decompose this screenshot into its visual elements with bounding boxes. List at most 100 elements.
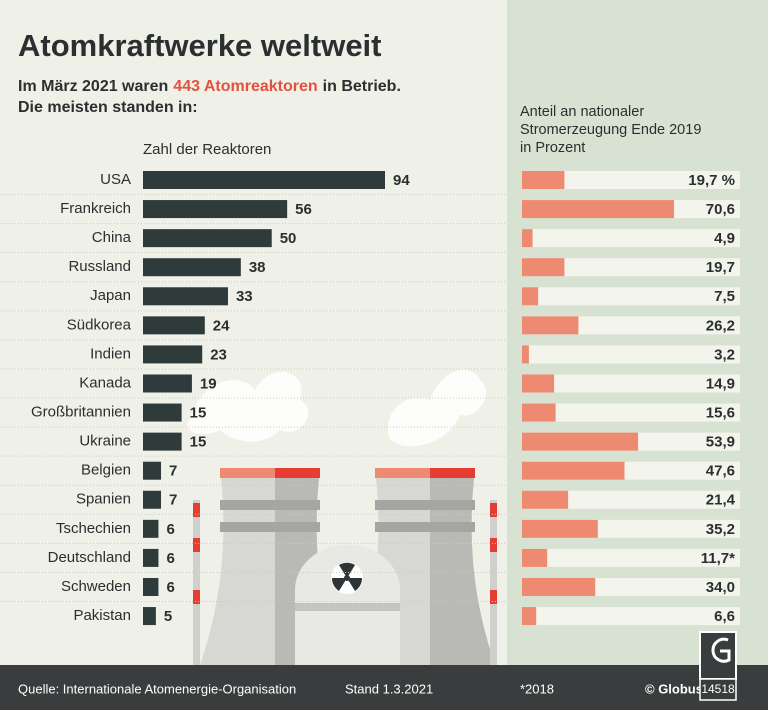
date: Stand 1.3.2021 — [345, 681, 433, 696]
category-label: Indien — [90, 345, 131, 362]
bar — [522, 374, 555, 393]
subtitle: Im März 2021 waren 443 Atomreaktoren in Be… — [18, 78, 401, 95]
category-label: China — [92, 229, 132, 246]
bar — [522, 577, 596, 596]
footnote: *2018 — [520, 681, 554, 696]
value-label: 21,4 — [706, 492, 736, 509]
value-label: 47,6 — [706, 463, 735, 480]
value-label: 15 — [190, 405, 207, 422]
category-label: Japan — [90, 287, 131, 304]
value-label: 5 — [164, 608, 172, 625]
value-label: 35,2 — [706, 521, 735, 538]
bar — [143, 287, 228, 306]
bar — [143, 461, 162, 480]
category-label: Tschechien — [56, 520, 131, 537]
subtitle-part: Im März 2021 waren — [18, 78, 168, 95]
bar — [522, 258, 565, 277]
value-label: 6 — [166, 579, 174, 596]
value-label: 15,6 — [706, 405, 735, 422]
bar — [522, 287, 539, 306]
value-label: 94 — [393, 172, 410, 189]
category-label: Frankreich — [60, 200, 131, 217]
bar — [143, 200, 288, 219]
bar — [522, 403, 556, 422]
bar — [522, 607, 537, 626]
value-label: 11,7* — [701, 550, 735, 567]
legend-label: Zahl der Reaktoren — [143, 141, 271, 158]
category-label: Pakistan — [73, 607, 131, 624]
bar — [522, 490, 569, 509]
bar-track — [522, 345, 740, 364]
bar — [143, 403, 182, 422]
bar — [522, 548, 548, 567]
category-label: Deutschland — [48, 549, 131, 566]
bar — [522, 345, 529, 364]
value-label: 19,7 — [706, 259, 735, 276]
value-label: 26,2 — [706, 317, 735, 334]
bar-track — [522, 258, 740, 277]
value-label: 70,6 — [706, 201, 735, 218]
subtitle-line: Die meisten standen in: — [18, 99, 198, 116]
value-label: 7 — [169, 492, 177, 509]
value-label: 53,9 — [706, 434, 735, 451]
bar — [143, 171, 385, 189]
category-label: Kanada — [79, 374, 131, 391]
category-label: Belgien — [81, 462, 131, 479]
value-label: 23 — [210, 346, 227, 363]
value-label: 56 — [295, 201, 312, 218]
bar-track — [522, 171, 740, 189]
value-label: 3,2 — [714, 346, 735, 363]
bar — [522, 316, 579, 335]
bar — [143, 229, 272, 248]
legend-label: Anteil an nationaler Stromerzeugung Ende… — [520, 104, 702, 156]
bar — [143, 490, 162, 509]
illustration — [187, 369, 497, 665]
bar — [522, 171, 565, 189]
category-label: Russland — [68, 258, 131, 275]
bar — [143, 548, 159, 567]
code-box — [699, 678, 737, 701]
category-label: Südkorea — [67, 316, 132, 333]
bar-track — [522, 490, 740, 509]
value-label: 6,6 — [714, 608, 735, 625]
category-label: USA — [100, 171, 131, 188]
bar — [143, 316, 205, 335]
bar — [143, 577, 159, 596]
bar — [143, 432, 182, 451]
bar — [522, 200, 674, 219]
value-label: 19 — [200, 375, 217, 392]
bar — [522, 519, 598, 538]
bar — [143, 607, 156, 626]
value-label: 50 — [280, 230, 297, 247]
bar — [522, 461, 625, 480]
value-label: 7,5 — [714, 288, 735, 305]
value-label: 19,7 % — [688, 172, 735, 189]
bar-track — [522, 229, 740, 248]
category-label: Großbritannien — [31, 404, 131, 421]
value-label: 4,9 — [714, 230, 735, 247]
logo — [699, 631, 737, 680]
bar — [143, 258, 241, 277]
bar — [143, 374, 192, 393]
value-label: 38 — [249, 259, 266, 276]
source: Quelle: Internationale Atomenergie-Organ… — [18, 681, 296, 696]
bar-track — [522, 548, 740, 567]
bar-track — [522, 403, 740, 422]
bar — [522, 229, 533, 248]
category-label: Spanien — [76, 491, 131, 508]
value-label: 7 — [169, 463, 177, 480]
bar-track — [522, 374, 740, 393]
value-label: 24 — [213, 317, 230, 334]
bar-track — [522, 287, 740, 306]
logo-g — [711, 637, 731, 663]
title: Atomkraftwerke weltweit — [18, 28, 382, 63]
category-label: Schweden — [61, 578, 131, 595]
bar — [143, 345, 203, 364]
bar-track — [522, 607, 740, 626]
bar — [143, 519, 159, 538]
subtitle-highlight: 443 Atomreaktoren — [173, 78, 317, 95]
category-label: Ukraine — [79, 433, 131, 450]
value-label: 34,0 — [706, 579, 735, 596]
